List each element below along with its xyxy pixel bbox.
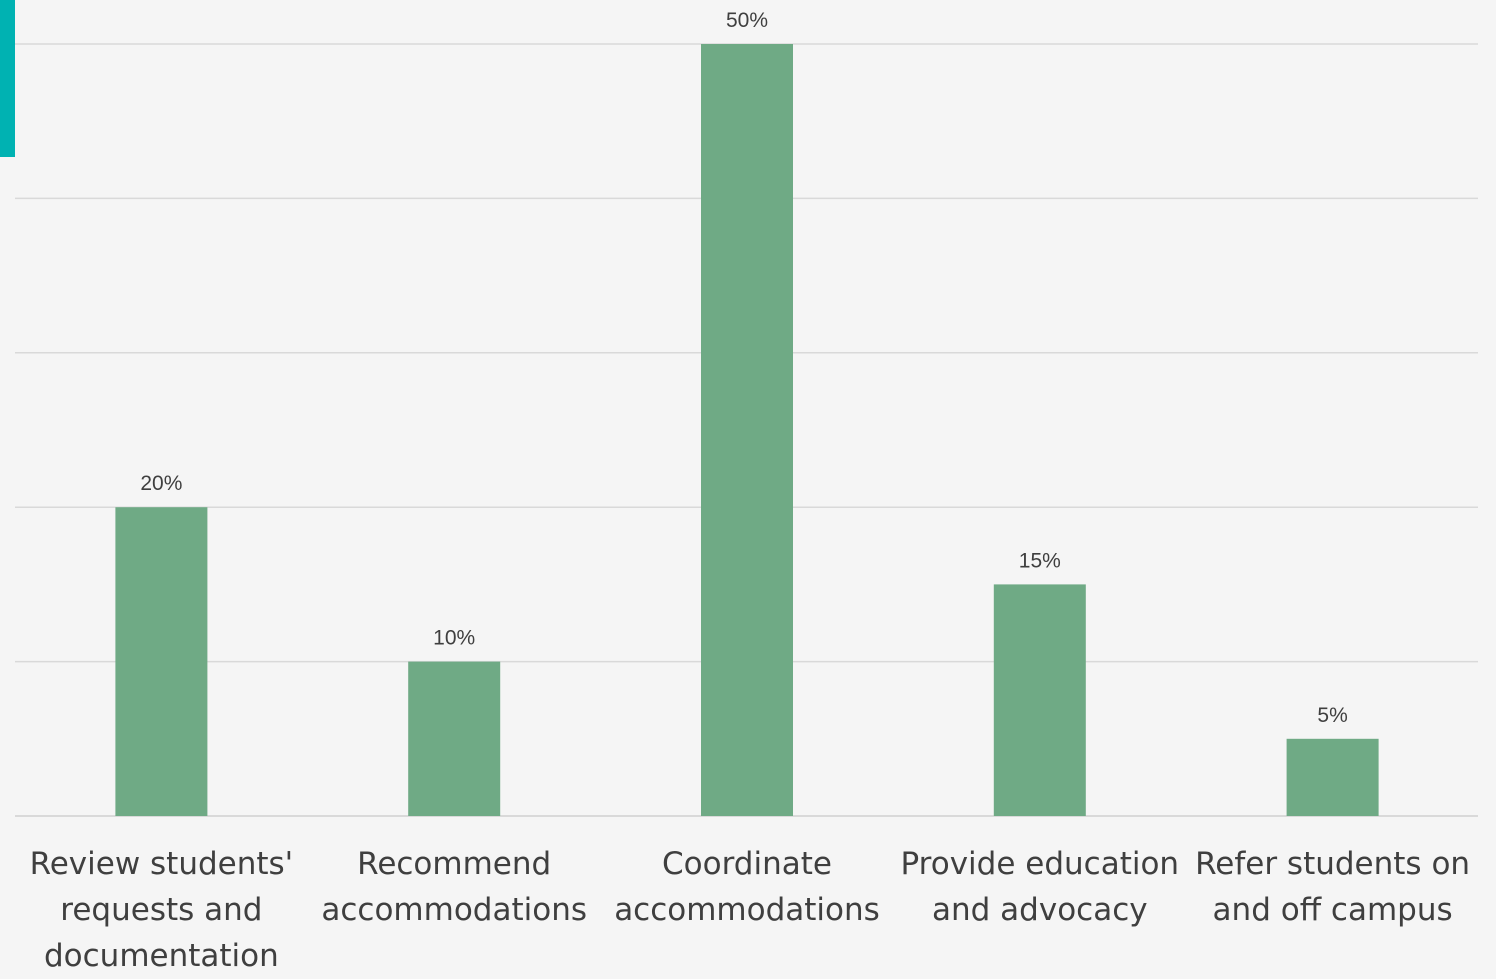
category-label: Review students' requests and documentatio… — [16, 841, 306, 979]
category-label-line: requests and — [60, 892, 263, 928]
data-label: 50% — [726, 9, 768, 32]
bar — [701, 44, 793, 816]
data-label: 5% — [1317, 704, 1347, 727]
data-label: 15% — [1019, 549, 1061, 572]
bar — [408, 661, 501, 816]
category-label: Provide education and advocacy — [895, 841, 1185, 933]
category-label-line: Refer students on — [1195, 846, 1471, 882]
category-label-line: accommodations — [614, 892, 880, 928]
data-label: 20% — [140, 472, 182, 495]
accent-bar — [0, 0, 15, 157]
bar — [115, 507, 208, 816]
category-label-line: Provide education — [900, 846, 1180, 882]
category-label-line: Review students' — [29, 846, 294, 882]
category-label-line: Coordinate — [662, 846, 832, 882]
category-label-line: documentation — [43, 938, 279, 974]
bar — [1286, 738, 1379, 816]
category-label: Refer students on and off campus — [1188, 841, 1478, 933]
category-label-line: and advocacy — [932, 892, 1148, 928]
category-label: Coordinate accommodations — [602, 841, 892, 933]
data-label: 10% — [433, 627, 475, 650]
category-label-line: Recommend — [357, 846, 552, 882]
bar — [993, 584, 1086, 816]
category-label-line: accommodations — [321, 892, 587, 928]
category-label: Recommend accommodations — [309, 841, 599, 933]
category-label-line: and off campus — [1212, 892, 1453, 928]
